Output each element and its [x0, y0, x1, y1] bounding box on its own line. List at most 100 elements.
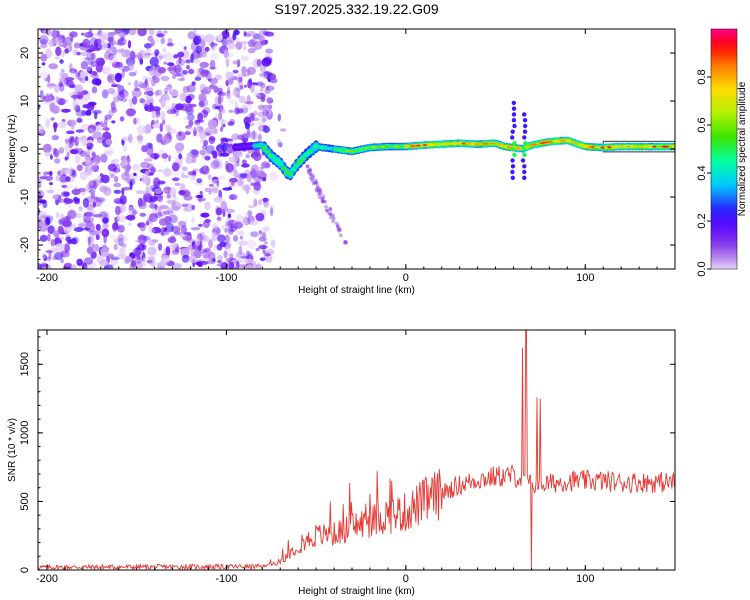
noise-speckle — [73, 199, 80, 205]
noise-speckle — [314, 180, 319, 185]
noise-speckle — [151, 39, 155, 47]
noise-speckle — [95, 197, 106, 203]
y-axis-label: SNR (10 * v/v) — [7, 418, 18, 482]
noise-speckle — [228, 109, 234, 113]
noise-speckle — [191, 204, 196, 211]
ridge-mark — [267, 154, 275, 158]
noise-speckle — [207, 174, 212, 180]
noise-speckle — [224, 228, 228, 233]
noise-speckle — [223, 49, 229, 59]
noise-speckle — [264, 87, 271, 95]
noise-speckle — [328, 206, 333, 211]
noise-speckle — [157, 207, 162, 217]
noise-speckle — [154, 188, 163, 195]
noise-speckle — [119, 116, 125, 122]
noise-speckle — [191, 157, 197, 164]
noise-speckle — [173, 171, 180, 178]
noise-speckle — [171, 102, 177, 108]
noise-speckle — [158, 205, 169, 210]
noise-speckle — [122, 143, 128, 152]
ridge-mark — [287, 172, 294, 176]
noise-speckle — [105, 191, 112, 195]
noise-speckle — [88, 160, 99, 167]
noise-speckle — [247, 48, 256, 54]
noise-speckle — [140, 161, 150, 169]
noise-speckle — [71, 237, 78, 245]
noise-speckle — [153, 67, 157, 71]
noise-speckle — [147, 90, 154, 97]
x-axis-label: Height of straight line (km) — [298, 285, 415, 296]
noise-speckle — [221, 142, 228, 153]
noise-speckle — [151, 111, 157, 119]
noise-speckle — [198, 93, 207, 103]
noise-speckle — [216, 243, 223, 251]
noise-speckle — [45, 216, 51, 226]
noise-speckle — [157, 53, 168, 58]
noise-speckle — [101, 230, 107, 236]
noise-speckle — [174, 142, 185, 152]
noise-speckle — [110, 173, 115, 179]
noise-speckle — [61, 185, 68, 188]
noise-speckle — [255, 263, 262, 269]
noise-speckle — [38, 177, 42, 186]
streak-mark — [522, 164, 527, 169]
noise-speckle — [208, 191, 212, 195]
noise-speckle — [139, 212, 147, 217]
noise-speckle — [104, 51, 111, 60]
noise-speckle — [38, 125, 45, 134]
noise-speckle — [159, 230, 169, 236]
noise-speckle — [64, 138, 70, 144]
noise-speckle — [160, 195, 164, 199]
noise-speckle — [101, 174, 110, 184]
noise-speckle — [262, 177, 267, 182]
noise-speckle — [108, 55, 118, 65]
noise-speckle — [82, 197, 89, 208]
noise-speckle — [43, 95, 53, 102]
noise-speckle — [66, 79, 74, 87]
noise-speckle — [218, 90, 223, 96]
noise-speckle — [229, 253, 234, 259]
noise-speckle — [239, 235, 244, 240]
noise-speckle — [219, 119, 227, 125]
noise-speckle — [120, 97, 125, 103]
noise-speckle — [93, 243, 100, 252]
noise-speckle — [84, 31, 94, 38]
noise-speckle — [168, 210, 175, 214]
noise-speckle — [50, 117, 55, 121]
noise-speckle — [89, 128, 93, 133]
noise-speckle — [204, 46, 210, 52]
noise-speckle — [87, 236, 92, 247]
noise-speckle — [113, 96, 120, 103]
noise-speckle — [186, 113, 195, 122]
noise-speckle — [188, 68, 195, 75]
noise-speckle — [223, 206, 229, 212]
noise-speckle — [117, 91, 125, 102]
noise-speckle — [117, 237, 124, 246]
noise-speckle — [84, 156, 91, 166]
noise-speckle — [59, 59, 64, 64]
noise-speckle — [58, 218, 63, 225]
noise-speckle — [173, 54, 179, 59]
noise-speckle — [210, 160, 220, 170]
noise-speckle — [169, 187, 177, 197]
noise-speckle — [320, 199, 325, 204]
noise-speckle — [123, 236, 128, 243]
noise-speckle — [213, 128, 218, 135]
noise-speckle — [264, 253, 271, 257]
noise-speckle — [309, 172, 314, 177]
noise-speckle — [244, 101, 254, 105]
noise-speckle — [258, 199, 263, 206]
noise-speckle — [194, 76, 202, 81]
noise-speckle — [133, 117, 137, 125]
noise-speckle — [243, 31, 247, 37]
noise-speckle — [217, 159, 223, 170]
noise-speckle — [269, 171, 279, 182]
noise-speckle — [88, 29, 93, 34]
noise-speckle — [111, 120, 116, 124]
noise-speckle — [225, 163, 234, 173]
y-tick-label: 1000 — [19, 421, 31, 445]
noise-speckle — [113, 238, 118, 244]
noise-speckle — [46, 233, 51, 242]
noise-speckle — [265, 163, 271, 168]
streak-mark — [522, 135, 527, 140]
